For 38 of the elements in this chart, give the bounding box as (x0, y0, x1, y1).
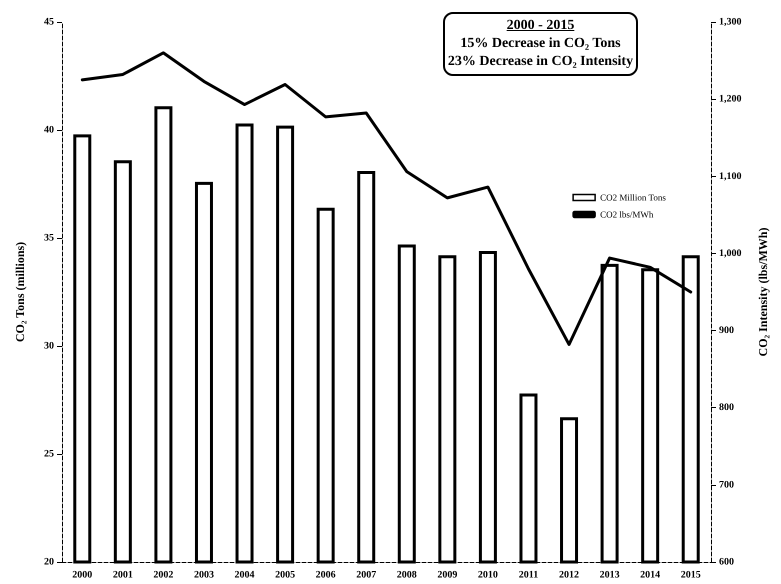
note-box: 2000 - 2015 15% Decrease in CO₂ Tons 23% Decrease in CO₂ Intensity (443, 12, 638, 76)
x-tick-label: 2005 (275, 570, 296, 580)
y2-tick-label: 900 (719, 325, 734, 336)
annotation: 2000 - 2015 (506, 18, 574, 33)
x-tick-label: 2006 (316, 570, 336, 580)
y-tick-label: 30 (44, 340, 54, 352)
y-tick-label: 25 (44, 448, 54, 460)
x-tick-label: 2009 (437, 570, 458, 580)
x-tick-label: 2008 (396, 570, 417, 580)
x-tick-label: 2015 (680, 570, 701, 580)
x-tick-label: 2010 (478, 570, 498, 580)
annotation: 15% Decrease in CO₂ Tons (460, 36, 621, 51)
y-tick-label: 20 (44, 556, 54, 568)
x-tick-label: 2011 (518, 570, 538, 580)
x-tick-label: 2002 (153, 570, 174, 580)
x-tick-label: 2007 (356, 570, 376, 580)
y2-tick-label: 1,100 (719, 170, 742, 182)
x-tick-label: 2013 (600, 570, 620, 580)
annotation: 23% Decrease in CO₂ Intensity (448, 54, 634, 69)
x-tick-label: 2004 (234, 570, 255, 580)
y2-tick-label: 1,200 (719, 94, 742, 105)
y2-tick-label: 600 (719, 556, 734, 568)
x-tick-label: 2000 (72, 570, 92, 580)
x-tick-label: 2014 (640, 570, 660, 580)
x-tick-label: 2012 (559, 570, 580, 580)
y2-tick-label: 800 (719, 402, 734, 414)
y2-tick-label: 700 (719, 479, 734, 490)
y2-tick-label: 1,000 (719, 248, 742, 259)
y-axis-title: CO₂ Tons (millions) (13, 242, 27, 342)
y2-axis-title: CO₂ Intensity (lbs/MWh) (756, 228, 770, 356)
x-tick-label: 2003 (194, 570, 214, 580)
y2-tick-label: 1,300 (719, 16, 742, 28)
legend-label: CO2 Million Tons (600, 192, 666, 202)
x-tick-label: 2001 (112, 570, 133, 580)
y-tick-label: 35 (44, 232, 54, 244)
y-tick-label: 40 (44, 124, 54, 136)
legend-label: CO2 lbs/MWh (600, 210, 654, 220)
y-tick-label: 45 (44, 16, 54, 28)
